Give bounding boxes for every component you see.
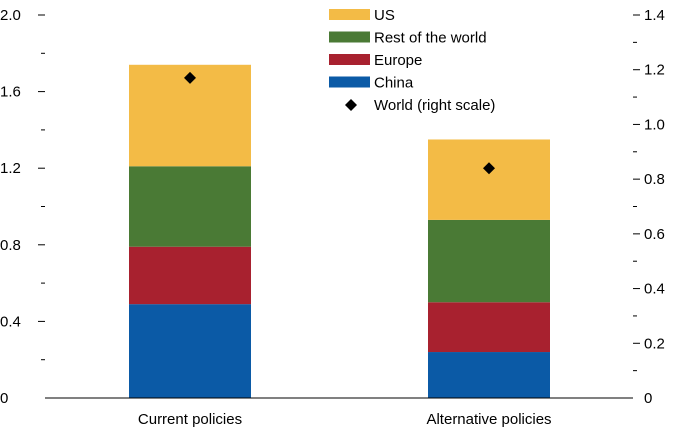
legend-label-rest-of-the-world: Rest of the world <box>374 30 487 47</box>
right-axis-tick-label: 1.2 <box>644 62 665 79</box>
x-tick-label: Alternative policies <box>426 411 551 428</box>
bar-segment-europe-alternative <box>428 302 550 353</box>
legend-label-us: US <box>374 7 395 24</box>
right-axis-tick-label: 1.0 <box>644 116 665 133</box>
bar-segment-rest-of-the-world-current <box>129 166 251 247</box>
world-markers-layer <box>184 71 495 175</box>
bar-segment-china-current <box>129 304 251 398</box>
world-marker-alternative <box>483 162 495 175</box>
world-marker-current <box>184 71 196 84</box>
right-axis-tick-label: 0.4 <box>644 281 665 298</box>
bar-segment-europe-current <box>129 246 251 305</box>
legend: US Rest of the world Europe China World (rig… <box>329 7 495 114</box>
legend-swatch-rest-of-the-world <box>329 31 370 43</box>
left-axis-tick-label: 1.6 <box>0 84 21 101</box>
bar-segment-us-alternative <box>428 139 550 220</box>
legend-swatch-us <box>329 9 370 20</box>
x-tick-label: Current policies <box>138 411 242 428</box>
bar-segment-china-alternative <box>428 352 550 398</box>
legend-label-world-right-scale: World (right scale) <box>374 97 495 114</box>
left-axis-tick-label: 0.4 <box>0 313 21 330</box>
legend-label-europe: Europe <box>374 52 422 69</box>
bars-layer <box>129 64 550 398</box>
legend-swatch-europe <box>329 54 370 65</box>
legend-marker-world <box>345 99 357 111</box>
axes-layer: Current policies Alternative policies 0 0.4… <box>0 7 665 428</box>
left-axis-tick-label: 0.8 <box>0 237 21 254</box>
bar-segment-rest-of-the-world-alternative <box>428 219 550 303</box>
right-axis-tick-label: 0.8 <box>644 171 665 188</box>
left-axis-tick-label: 0 <box>0 390 8 407</box>
right-axis-tick-label: 0.6 <box>644 226 665 243</box>
legend-label-china: China <box>374 75 414 92</box>
left-axis-tick-label: 1.2 <box>0 160 21 177</box>
right-axis-tick-label: 1.4 <box>644 7 665 24</box>
right-axis-tick-label: 0 <box>644 390 652 407</box>
right-axis-tick-label: 0.2 <box>644 335 665 352</box>
legend-swatch-china <box>329 76 370 88</box>
left-axis-tick-label: 2.0 <box>0 7 21 24</box>
